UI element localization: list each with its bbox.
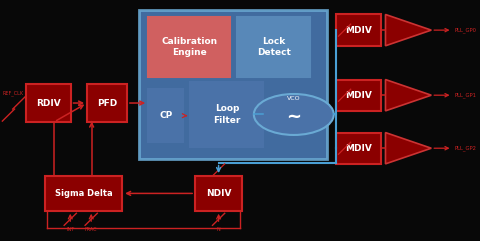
Text: REF_CLK: REF_CLK xyxy=(2,91,24,96)
Text: MDIV: MDIV xyxy=(345,26,372,35)
Bar xyxy=(139,10,327,159)
Text: CP: CP xyxy=(159,111,172,120)
Circle shape xyxy=(254,94,334,135)
Bar xyxy=(195,176,242,211)
Text: PLL_GP0: PLL_GP0 xyxy=(455,27,477,33)
Text: Loop
Filter: Loop Filter xyxy=(213,104,240,125)
Bar xyxy=(336,14,381,46)
Text: FRAC: FRAC xyxy=(85,227,97,232)
Bar xyxy=(45,176,122,211)
Text: PLL_GP1: PLL_GP1 xyxy=(455,92,477,98)
Text: PFD: PFD xyxy=(97,99,117,107)
Text: Lock
Detect: Lock Detect xyxy=(257,37,291,57)
Text: INT: INT xyxy=(66,227,74,232)
Bar xyxy=(87,84,127,122)
Text: RDIV: RDIV xyxy=(36,99,60,107)
Bar xyxy=(191,82,263,147)
Text: MDIV: MDIV xyxy=(345,144,372,153)
Polygon shape xyxy=(385,14,432,46)
Text: Calibration
Engine: Calibration Engine xyxy=(161,37,217,57)
Text: ~: ~ xyxy=(286,108,301,126)
Bar xyxy=(148,17,230,77)
Text: N: N xyxy=(216,227,220,232)
Text: Sigma Delta: Sigma Delta xyxy=(55,189,112,198)
Bar xyxy=(238,17,310,77)
Bar xyxy=(336,80,381,111)
Text: NDIV: NDIV xyxy=(206,189,231,198)
Bar xyxy=(148,89,183,142)
Bar xyxy=(26,84,71,122)
Polygon shape xyxy=(385,133,432,164)
Polygon shape xyxy=(385,80,432,111)
Text: MDIV: MDIV xyxy=(345,91,372,100)
Text: PLL_GP2: PLL_GP2 xyxy=(455,145,477,151)
Text: VCO: VCO xyxy=(287,96,300,101)
Bar xyxy=(336,133,381,164)
